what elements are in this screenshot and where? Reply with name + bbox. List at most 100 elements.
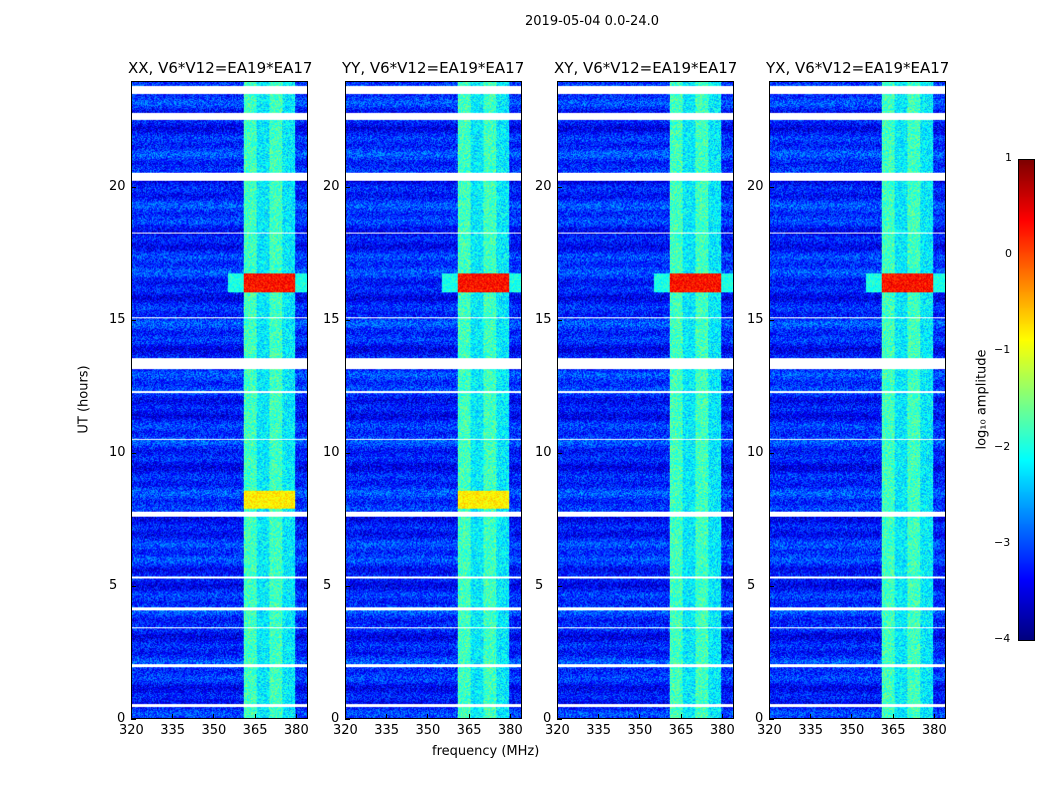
panel-title: XX, V6*V12=EA19*EA17: [128, 59, 313, 77]
y-tick-mark: [769, 586, 774, 588]
y-tick-mark: [131, 187, 136, 189]
x-tick-mark: [892, 714, 894, 719]
x-tick-mark: [769, 714, 770, 719]
x-tick-mark: [386, 714, 388, 719]
x-tick-label: 350: [627, 723, 653, 738]
x-tick-label: 365: [242, 723, 268, 738]
x-tick-label: 350: [415, 723, 441, 738]
x-tick-mark: [131, 714, 132, 719]
x-tick-label: 335: [798, 723, 824, 738]
y-tick-label: 0: [117, 711, 126, 726]
y-axis-label: UT (hours): [76, 365, 92, 434]
x-tick-label: 350: [839, 723, 865, 738]
y-tick-mark: [131, 719, 136, 720]
x-tick-mark: [172, 714, 174, 719]
x-tick-label: 380: [921, 723, 947, 738]
x-tick-label: 335: [586, 723, 612, 738]
heatmap-panel: [769, 81, 946, 719]
x-tick-label: 320: [545, 723, 570, 738]
heatmap-panel: [345, 81, 522, 719]
x-tick-mark: [721, 714, 723, 719]
y-tick-mark: [557, 320, 562, 322]
x-tick-label: 350: [201, 723, 227, 738]
colorbar-tick-label: 0: [1005, 247, 1012, 261]
x-tick-label: 365: [880, 723, 906, 738]
x-tick-label: 320: [757, 723, 782, 738]
y-tick-mark: [345, 719, 350, 720]
x-tick-label: 365: [456, 723, 482, 738]
colorbar-tick-label: −3: [994, 535, 1011, 549]
y-tick-label: 10: [535, 445, 552, 461]
y-tick-label: 15: [323, 312, 340, 328]
x-tick-mark: [345, 714, 346, 719]
x-tick-mark: [295, 714, 297, 719]
x-tick-mark: [810, 714, 812, 719]
y-tick-label: 0: [755, 711, 764, 726]
colorbar: [1018, 159, 1035, 641]
y-tick-mark: [345, 187, 350, 189]
x-tick-mark: [851, 714, 853, 719]
y-tick-mark: [131, 453, 136, 455]
y-tick-label: 5: [109, 578, 118, 594]
x-tick-mark: [254, 714, 256, 719]
y-tick-mark: [557, 586, 562, 588]
colorbar-tick-label: −4: [994, 632, 1011, 645]
y-tick-label: 15: [109, 312, 126, 328]
panel-title: YX, V6*V12=EA19*EA17: [766, 59, 950, 77]
x-tick-mark: [509, 714, 511, 719]
y-tick-mark: [769, 320, 774, 322]
figure-title: 2019-05-04 0.0-24.0: [525, 14, 659, 29]
x-tick-label: 320: [119, 723, 144, 738]
x-tick-label: 335: [374, 723, 400, 738]
x-tick-label: 335: [160, 723, 186, 738]
x-tick-mark: [468, 714, 470, 719]
y-tick-label: 0: [331, 711, 340, 726]
x-tick-mark: [557, 714, 558, 719]
y-tick-label: 20: [323, 179, 340, 195]
y-tick-label: 10: [109, 445, 126, 461]
heatmap-panel: [131, 81, 308, 719]
y-tick-label: 15: [747, 312, 764, 328]
x-tick-label: 365: [668, 723, 694, 738]
y-tick-mark: [557, 187, 562, 189]
x-tick-mark: [598, 714, 600, 719]
x-tick-label: 380: [283, 723, 309, 738]
heatmap-panel: [557, 81, 734, 719]
x-tick-label: 380: [709, 723, 735, 738]
y-tick-label: 20: [535, 179, 552, 195]
y-tick-mark: [557, 719, 562, 720]
x-tick-mark: [680, 714, 682, 719]
y-tick-label: 20: [747, 179, 764, 195]
x-tick-mark: [427, 714, 429, 719]
y-tick-mark: [345, 453, 350, 455]
y-tick-mark: [769, 187, 774, 189]
colorbar-tick-label: −2: [994, 439, 1011, 453]
y-tick-mark: [557, 453, 562, 455]
x-axis-label: frequency (MHz): [432, 744, 540, 759]
y-tick-mark: [769, 719, 774, 720]
y-tick-label: 10: [323, 445, 340, 461]
x-tick-mark: [933, 714, 935, 719]
y-tick-label: 20: [109, 179, 126, 195]
y-tick-mark: [345, 320, 350, 322]
y-tick-mark: [769, 453, 774, 455]
y-tick-label: 15: [535, 312, 552, 328]
panel-title: XY, V6*V12=EA19*EA17: [554, 59, 738, 77]
x-tick-mark: [213, 714, 215, 719]
y-tick-label: 5: [535, 578, 544, 594]
y-tick-label: 5: [747, 578, 756, 594]
colorbar-label: log₁₀ amplitude: [974, 349, 990, 450]
y-tick-mark: [131, 586, 136, 588]
y-tick-mark: [345, 586, 350, 588]
colorbar-tick-label: −1: [994, 343, 1011, 357]
x-tick-label: 380: [497, 723, 523, 738]
colorbar-tick-label: 1: [1005, 151, 1012, 164]
x-tick-mark: [639, 714, 641, 719]
y-tick-label: 10: [747, 445, 764, 461]
panel-title: YY, V6*V12=EA19*EA17: [342, 59, 525, 77]
y-tick-label: 5: [323, 578, 332, 594]
y-tick-label: 0: [543, 711, 552, 726]
x-tick-label: 320: [333, 723, 358, 738]
y-tick-mark: [131, 320, 136, 322]
